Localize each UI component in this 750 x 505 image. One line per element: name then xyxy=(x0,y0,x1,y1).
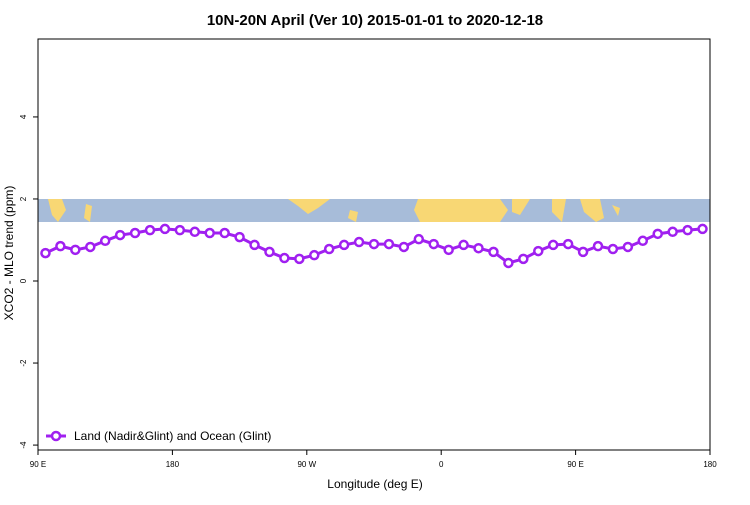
legend-marker xyxy=(50,430,62,442)
data-point xyxy=(622,241,634,253)
data-point xyxy=(204,227,215,239)
data-point xyxy=(562,238,574,250)
data-point xyxy=(114,229,126,241)
y-axis-label: XCO2 - MLO trend (ppm) xyxy=(2,186,16,321)
data-point xyxy=(368,238,380,250)
x-tick-label: 180 xyxy=(166,460,180,469)
data-point xyxy=(547,239,559,251)
map-strip xyxy=(38,199,710,222)
data-point xyxy=(294,253,305,265)
data-point xyxy=(234,231,245,243)
data-point xyxy=(473,242,484,254)
data-point xyxy=(159,223,171,235)
data-point xyxy=(70,244,81,256)
data-point xyxy=(144,224,156,236)
x-tick-label: 180 xyxy=(703,460,717,469)
data-point xyxy=(637,235,649,247)
x-tick-label: 90 E xyxy=(30,460,46,469)
data-point xyxy=(607,243,619,255)
y-tick-label: -2 xyxy=(19,359,28,367)
data-point xyxy=(443,244,454,256)
chart-title: 10N-20N April (Ver 10) 2015-01-01 to 202… xyxy=(207,12,543,29)
data-point xyxy=(353,236,365,248)
data-point xyxy=(55,240,66,252)
data-point xyxy=(85,241,96,253)
x-tick-label: 90 W xyxy=(297,460,316,469)
data-point xyxy=(652,228,663,240)
data-point xyxy=(682,224,693,236)
data-point xyxy=(383,238,395,250)
data-point xyxy=(338,239,350,251)
data-point xyxy=(697,223,708,235)
data-point xyxy=(428,238,439,250)
data-point xyxy=(99,235,111,247)
legend-label: Land (Nadir&Glint) and Ocean (Glint) xyxy=(74,429,271,443)
data-point xyxy=(129,227,141,239)
data-point xyxy=(503,257,514,269)
y-tick-label: -4 xyxy=(19,441,28,449)
data-point xyxy=(279,252,290,264)
data-point xyxy=(40,247,51,259)
data-point xyxy=(577,246,589,258)
data-point xyxy=(189,226,201,238)
data-point xyxy=(413,233,425,245)
data-point xyxy=(249,239,260,251)
data-point xyxy=(533,245,544,257)
data-point xyxy=(219,227,230,239)
data-point xyxy=(488,246,499,258)
x-tick-label: 0 xyxy=(439,460,444,469)
data-point xyxy=(667,226,678,238)
y-tick-label: 4 xyxy=(19,114,28,119)
y-tick-label: 2 xyxy=(19,196,28,201)
data-point xyxy=(458,239,469,251)
data-point xyxy=(518,253,529,265)
data-point xyxy=(398,241,410,253)
data-point xyxy=(323,243,335,255)
x-axis-label: Longitude (deg E) xyxy=(327,477,422,491)
data-point xyxy=(264,246,275,258)
data-point xyxy=(592,240,604,252)
data-point xyxy=(174,224,186,236)
plot-frame xyxy=(37,38,711,451)
y-tick-label: 0 xyxy=(19,278,28,283)
x-tick-label: 90 E xyxy=(567,460,583,469)
data-point xyxy=(309,249,320,261)
